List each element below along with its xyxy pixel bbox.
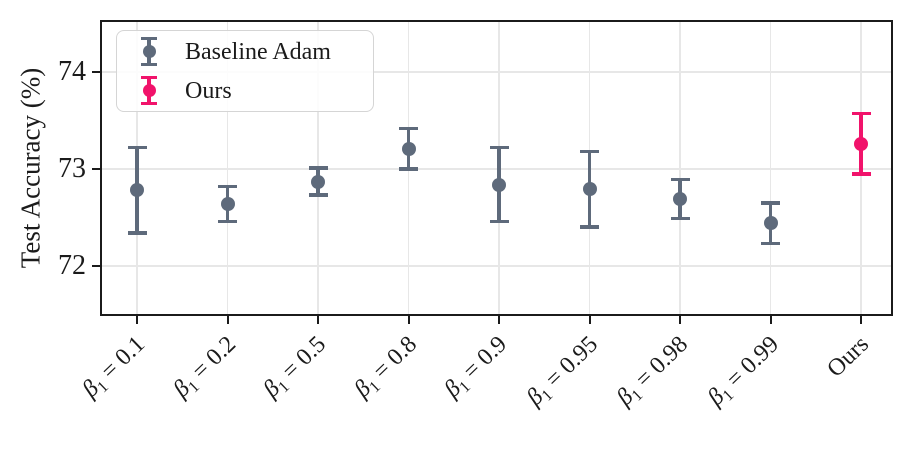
data-point-marker — [130, 183, 144, 198]
data-point-marker — [673, 192, 687, 207]
y-gridline — [102, 168, 891, 170]
legend-label: Baseline Adam — [185, 38, 331, 65]
x-tick-label: β1 = 0.9 — [439, 331, 513, 403]
x-tick-label: β1 = 0.5 — [258, 331, 332, 403]
errorbar-marker-icon — [139, 36, 159, 67]
y-tick-label: 74 — [58, 56, 86, 87]
x-tick-mark — [226, 316, 229, 324]
data-point-marker — [220, 196, 235, 211]
x-tick-label: β1 = 0.95 — [521, 331, 603, 411]
x-tick-mark — [588, 316, 591, 324]
legend: Baseline Adam Ours — [116, 30, 374, 112]
error-bar-cap — [127, 145, 147, 150]
error-bar-cap — [761, 201, 780, 205]
data-point-marker — [492, 177, 506, 192]
error-bar-cap — [218, 219, 237, 224]
x-gridline — [769, 22, 772, 314]
x-tick-label: β1 = 0.1 — [77, 331, 151, 403]
legend-marker-dot — [142, 45, 156, 58]
legend-marker-cap — [141, 102, 157, 106]
x-tick-mark — [317, 316, 319, 324]
error-bar-cap — [399, 167, 418, 171]
y-tick-label: 73 — [58, 153, 86, 184]
x-tick-label: Ours — [822, 331, 875, 383]
x-tick-label: β1 = 0.8 — [349, 331, 422, 403]
legend-marker-cap — [141, 63, 157, 67]
y-tick-mark — [92, 71, 100, 73]
x-tick-mark — [407, 316, 410, 324]
legend-entry: Ours — [139, 73, 373, 108]
y-tick-mark — [92, 265, 100, 267]
plot-area: Baseline Adam Ours — [100, 20, 893, 316]
legend-marker-dot — [142, 84, 156, 97]
data-point-marker — [311, 174, 325, 189]
data-point-marker — [401, 141, 416, 156]
legend-marker-cap — [141, 75, 157, 79]
y-tick-label: 72 — [58, 250, 86, 281]
x-tick-mark — [860, 316, 862, 324]
data-point-marker — [582, 182, 597, 197]
error-bar-cap — [851, 111, 871, 116]
error-bar-cap — [308, 166, 328, 170]
legend-marker-cap — [141, 36, 157, 40]
x-tick-mark — [498, 316, 500, 324]
error-bar-cap — [580, 225, 599, 229]
x-tick-label: β1 = 0.2 — [168, 331, 241, 403]
legend-label: Ours — [185, 77, 232, 104]
y-tick-mark — [92, 168, 100, 170]
x-tick-label: β1 = 0.98 — [612, 331, 694, 411]
error-bar-cap — [761, 241, 780, 246]
x-tick-mark — [769, 316, 772, 324]
y-gridline — [102, 265, 891, 267]
error-bar-cap — [580, 149, 599, 154]
error-bar-cap — [851, 172, 871, 176]
x-tick-label: β1 = 0.99 — [702, 331, 784, 411]
error-bar-cap — [670, 177, 690, 182]
error-bar-cap — [670, 216, 690, 221]
data-point-marker — [763, 216, 778, 231]
error-bar-cap — [489, 145, 509, 150]
y-gridline — [102, 71, 891, 73]
error-bar-cap — [218, 184, 237, 189]
x-tick-mark — [136, 316, 138, 324]
error-bar-cap — [399, 126, 418, 130]
error-bar-cap — [308, 193, 328, 197]
error-bar-cap — [489, 219, 509, 224]
x-gridline — [226, 22, 229, 314]
data-point-marker — [854, 136, 868, 151]
error-bar-cap — [127, 231, 147, 235]
legend-entry: Baseline Adam — [139, 34, 373, 69]
x-tick-mark — [679, 316, 681, 324]
x-gridline — [679, 22, 681, 314]
errorbar-marker-icon — [139, 75, 159, 106]
